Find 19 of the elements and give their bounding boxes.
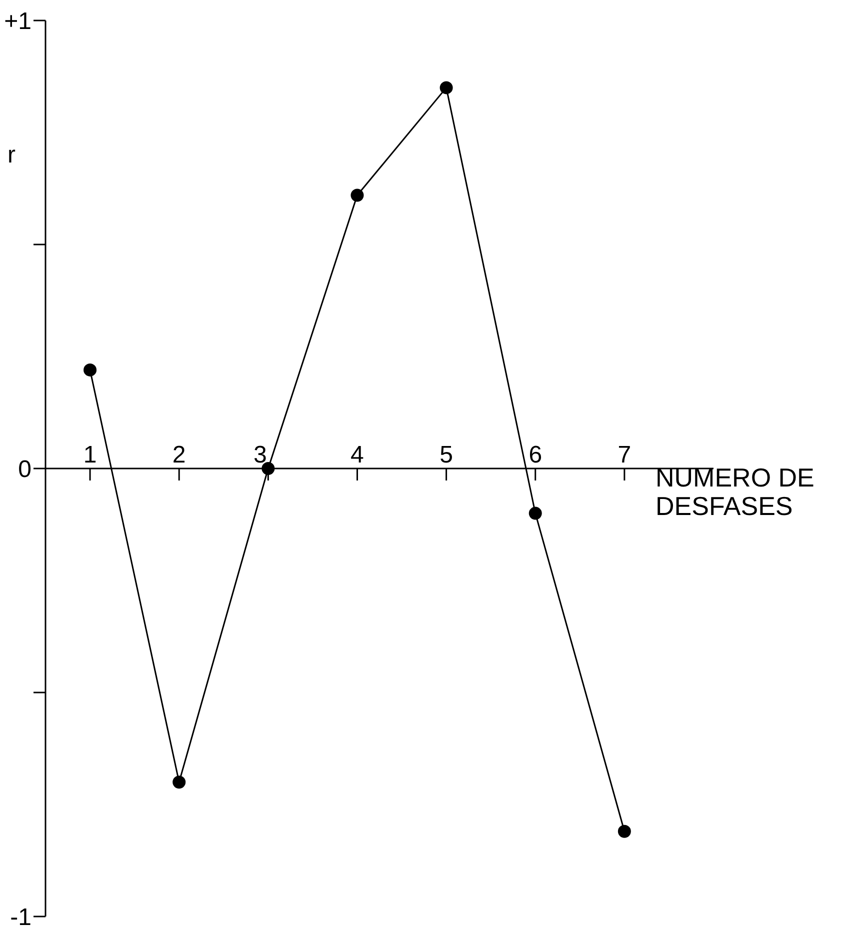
x-tick-label: 6 [528, 442, 542, 468]
point [84, 363, 97, 376]
point [528, 506, 542, 520]
point [618, 824, 631, 838]
x-tick-label: 2 [172, 442, 186, 468]
x-tick-label: 1 [83, 442, 97, 468]
y-axis-title: r [8, 141, 16, 168]
x-tick-label: 5 [440, 442, 453, 468]
y-tick-label: 0 [18, 456, 32, 483]
y-tick-label: +1 [4, 8, 32, 35]
point [262, 462, 275, 475]
x-tick-label: 3 [253, 442, 267, 468]
x-tick-label: 7 [618, 442, 632, 468]
x-axis-title: NUMERO DE DESFASES [656, 462, 814, 521]
x-tick-label: 4 [350, 442, 364, 468]
point [440, 81, 453, 94]
y-tick-label: -1 [10, 904, 32, 931]
point [172, 776, 186, 789]
point [350, 188, 364, 202]
